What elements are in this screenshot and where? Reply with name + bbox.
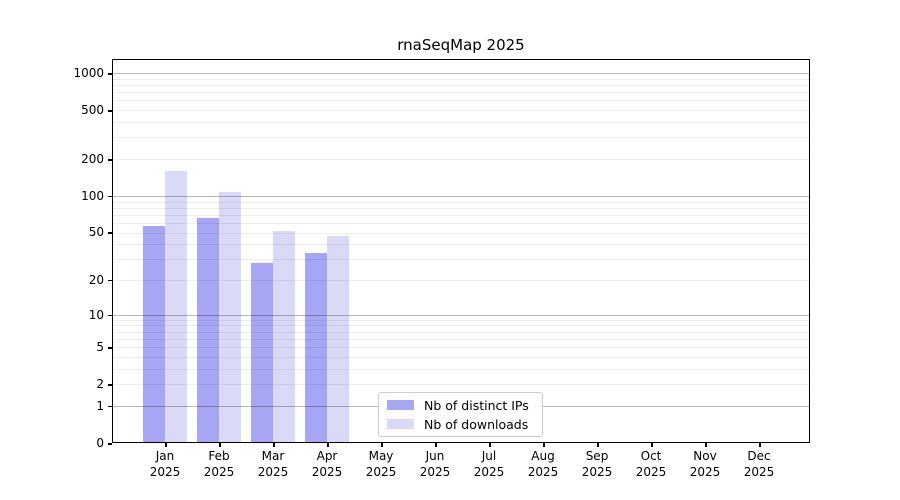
x-tick-label-jun: Jun 2025 — [419, 449, 451, 479]
gridline-minor — [112, 92, 810, 94]
y-tick-mark — [108, 384, 112, 386]
y-tick-mark — [108, 110, 112, 112]
y-tick-label: 1 — [96, 398, 104, 413]
gridline-minor — [112, 232, 810, 234]
gridline-minor — [112, 384, 810, 386]
gridline-minor — [112, 137, 810, 139]
gridline-minor — [112, 100, 810, 102]
y-tick-mark — [108, 195, 112, 198]
gridline-minor — [112, 338, 810, 340]
x-tick-label-jul: Jul 2025 — [473, 449, 505, 479]
x-tick-mark — [597, 443, 599, 447]
legend-item-downloads: Nb of downloads — [387, 417, 542, 432]
legend: Nb of distinct IPs Nb of downloads — [378, 392, 543, 437]
y-tick-label: 200 — [81, 152, 104, 167]
y-tick-label: 50 — [88, 225, 104, 240]
y-tick-mark — [108, 232, 112, 234]
x-tick-mark — [327, 443, 329, 447]
bar-distinct-ips-mar — [251, 262, 273, 443]
y-tick-mark — [108, 314, 112, 317]
x-tick-mark — [219, 443, 221, 447]
y-tick-label: 100 — [81, 188, 104, 203]
gridline-minor — [112, 331, 810, 333]
bar-downloads-apr — [327, 235, 349, 443]
legend-item-distinct-ips: Nb of distinct IPs — [387, 398, 542, 413]
x-tick-label-feb: Feb 2025 — [203, 449, 235, 479]
legend-swatch-downloads — [387, 419, 414, 429]
y-tick-mark — [108, 443, 112, 445]
bars-layer — [112, 59, 810, 443]
gridline-minor — [112, 325, 810, 327]
plot-area — [112, 59, 810, 443]
x-tick-label-may: May 2025 — [365, 449, 397, 479]
y-tick-label: 1000 — [73, 66, 104, 81]
x-tick-mark — [165, 443, 167, 447]
bar-distinct-ips-jan — [143, 225, 165, 443]
x-tick-mark — [381, 443, 383, 447]
bar-distinct-ips-feb — [197, 217, 219, 443]
gridline-minor — [112, 214, 810, 216]
gridline-minor — [112, 244, 810, 246]
x-tick-label-jan: Jan 2025 — [149, 449, 181, 479]
legend-label-distinct-ips: Nb of distinct IPs — [424, 397, 529, 413]
gridline-major — [112, 73, 810, 74]
legend-swatch-distinct-ips — [387, 400, 414, 410]
y-tick-label: 2 — [96, 377, 104, 392]
y-tick-mark — [108, 405, 112, 408]
y-tick-label: 500 — [81, 103, 104, 118]
gridline-minor — [112, 78, 810, 80]
gridline-minor — [112, 347, 810, 349]
bar-downloads-feb — [219, 191, 241, 443]
x-tick-label-mar: Mar 2025 — [257, 449, 289, 479]
x-tick-label-apr: Apr 2025 — [311, 449, 343, 479]
bar-downloads-jan — [165, 170, 187, 443]
y-tick-label: 0 — [96, 436, 104, 450]
gridline-major — [112, 195, 810, 197]
y-tick-mark — [108, 159, 112, 161]
gridline-minor — [112, 280, 810, 281]
x-tick-label-sep: Sep 2025 — [581, 449, 613, 479]
gridline-minor — [112, 319, 810, 321]
x-tick-label-dec: Dec 2025 — [743, 449, 775, 479]
grid-layer — [112, 59, 810, 443]
gridline-minor — [112, 110, 810, 112]
gridline-minor — [112, 368, 810, 370]
y-tick-mark — [108, 73, 112, 75]
gridline-major — [112, 314, 810, 316]
y-tick-label: 5 — [96, 340, 104, 355]
gridline-minor — [112, 356, 810, 358]
x-tick-mark — [705, 443, 707, 447]
legend-label-downloads: Nb of downloads — [424, 416, 529, 432]
y-tick-mark — [108, 347, 112, 349]
x-tick-mark — [759, 443, 761, 447]
gridline-minor — [112, 85, 810, 86]
gridline-minor — [112, 222, 810, 224]
x-tick-mark — [489, 443, 491, 447]
x-tick-mark — [651, 443, 653, 447]
chart-title: rnaSeqMap 2025 — [397, 36, 525, 54]
gridline-minor — [112, 122, 810, 123]
x-tick-label-aug: Aug 2025 — [527, 449, 559, 479]
x-tick-label-nov: Nov 2025 — [689, 449, 721, 479]
y-tick-mark — [108, 279, 112, 282]
x-tick-mark — [543, 443, 545, 447]
x-tick-mark — [435, 443, 437, 447]
bar-distinct-ips-apr — [305, 252, 327, 443]
gridline-minor — [112, 159, 810, 160]
x-tick-label-oct: Oct 2025 — [635, 449, 667, 479]
x-tick-mark — [273, 443, 275, 447]
y-tick-label: 10 — [88, 307, 104, 322]
gridline-minor — [112, 259, 810, 261]
gridline-minor — [112, 201, 810, 203]
bar-downloads-mar — [273, 231, 295, 443]
gridline-minor — [112, 207, 810, 209]
y-tick-label: 20 — [88, 272, 104, 287]
